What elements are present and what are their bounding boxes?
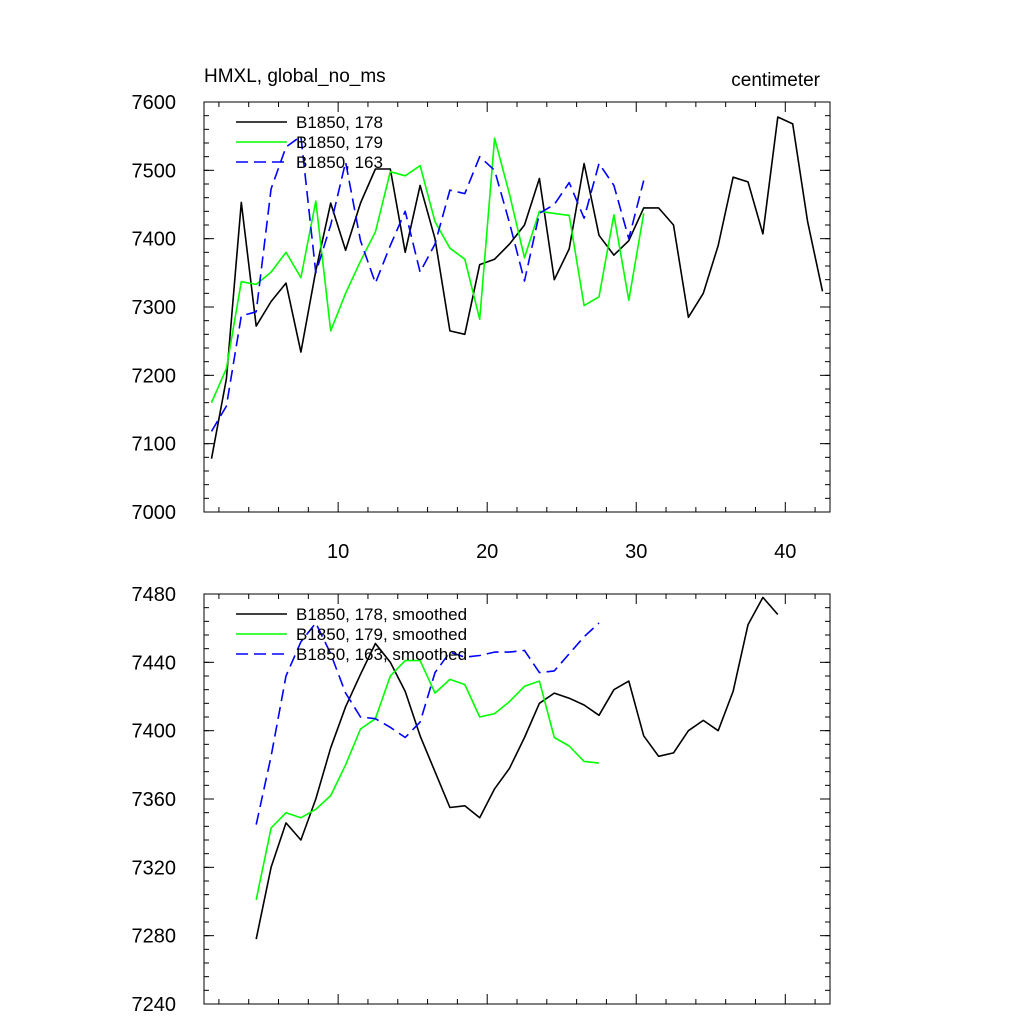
y-tick-label: 7320 [132, 857, 177, 879]
legend-label-2: B1850, 163, smoothed [296, 645, 467, 664]
x-tick-label: 10 [327, 541, 349, 563]
bottom-panel: 7240 7280 7320 7360 7400 7440 7480 B1850, 178, … [132, 584, 831, 1016]
y-tick-label: 7600 [132, 92, 177, 114]
series-line-2 [210, 135, 645, 432]
top-panel: 7000 7100 7200 7300 7400 7500 7600 10 20 30 40 HMXL… [132, 66, 831, 563]
series-line-2 [255, 622, 600, 825]
y-tick-label: 7300 [132, 297, 177, 319]
y-tick-label: 7000 [132, 502, 177, 524]
y-tick-label: 7100 [132, 434, 177, 456]
legend-label-0: B1850, 178, smoothed [296, 605, 467, 624]
series-line-1 [210, 137, 645, 404]
y-tick-label: 7200 [132, 365, 177, 387]
x-tick-label: 20 [476, 541, 498, 563]
plot-title-left: HMXL, global_no_ms [204, 66, 386, 87]
y-tick-label: 7360 [132, 789, 177, 811]
y-tick-label: 7480 [132, 584, 177, 606]
x-tick-label: 30 [625, 541, 647, 563]
y-tick-label: 7440 [132, 652, 177, 674]
x-tick-label: 40 [774, 541, 796, 563]
legend-label-2: B1850, 163 [296, 153, 383, 172]
legend-label-0: B1850, 178 [296, 113, 383, 132]
series-line-0 [255, 596, 779, 940]
y-tick-label: 7240 [132, 994, 177, 1016]
series-line-0 [210, 116, 824, 459]
plot-title-right: centimeter [731, 70, 820, 91]
y-tick-label: 7500 [132, 160, 177, 182]
legend-label-1: B1850, 179 [296, 133, 383, 152]
y-tick-label: 7400 [132, 229, 177, 251]
y-tick-label: 7400 [132, 721, 177, 743]
y-tick-label: 7280 [132, 926, 177, 948]
legend-label-1: B1850, 179, smoothed [296, 625, 467, 644]
series-line-1 [255, 659, 600, 900]
